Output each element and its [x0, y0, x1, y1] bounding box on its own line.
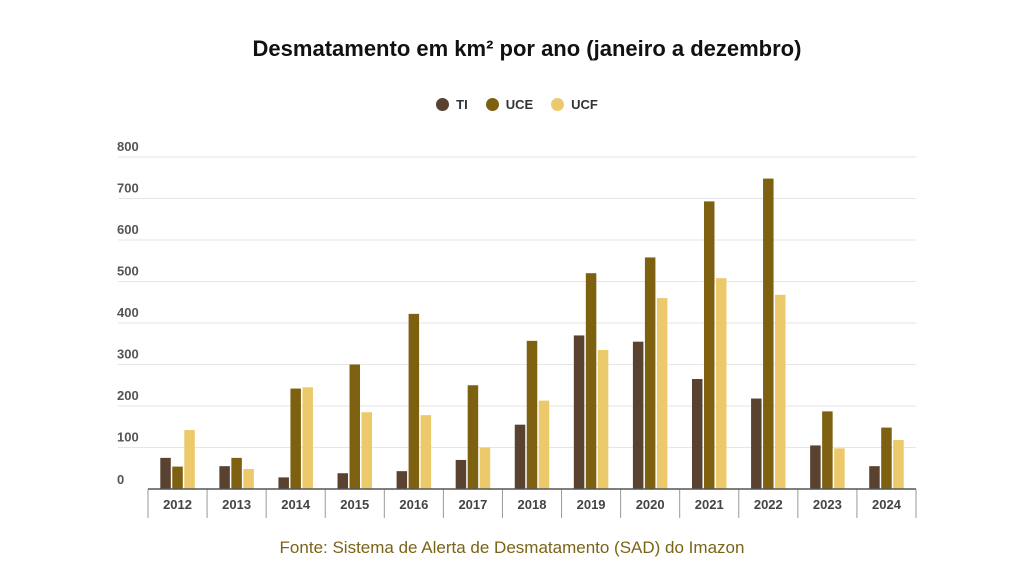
y-tick-label: 200 — [117, 388, 139, 403]
x-tick-label: 2023 — [813, 497, 842, 512]
bar-ti-2019 — [573, 335, 585, 489]
x-tick-label: 2018 — [518, 497, 547, 512]
bar-ucf-2012 — [184, 430, 195, 489]
bar-uce-2012 — [172, 466, 183, 489]
bar-ucf-2013 — [243, 469, 254, 489]
bar-uce-2022 — [763, 178, 774, 489]
x-tick-label: 2024 — [872, 497, 902, 512]
y-tick-label: 700 — [117, 181, 139, 196]
y-tick-label: 300 — [117, 347, 139, 362]
bar-ti-2020 — [632, 341, 644, 489]
bar-ucf-2024 — [893, 440, 904, 489]
bar-uce-2023 — [822, 411, 833, 489]
source-note: Fonte: Sistema de Alerta de Desmatamento… — [279, 538, 745, 557]
bar-uce-2020 — [644, 257, 656, 489]
bar-ucf-2023 — [834, 448, 845, 489]
bar-uce-2016 — [408, 313, 420, 489]
bar-ucf-2018 — [538, 400, 550, 489]
x-tick-label: 2019 — [577, 497, 606, 512]
bar-ucf-2022 — [775, 294, 786, 489]
x-tick-label: 2015 — [340, 497, 369, 512]
legend-swatch-uce — [485, 98, 499, 111]
bar-ucf-2021 — [715, 278, 727, 489]
bar-ucf-2019 — [597, 349, 609, 489]
bar-uce-2019 — [585, 273, 597, 489]
legend-swatch-ti — [436, 98, 450, 111]
bar-ti-2023 — [810, 445, 821, 489]
legend-swatch-ucf — [551, 98, 565, 111]
bar-ti-2016 — [396, 471, 408, 489]
bar-uce-2015 — [349, 364, 361, 489]
bar-ti-2012 — [160, 457, 171, 489]
x-tick-label: 2014 — [281, 497, 311, 512]
bar-ti-2015 — [337, 473, 349, 489]
legend-label-ti: TI — [456, 97, 468, 112]
y-tick-label: 500 — [117, 264, 139, 279]
x-tick-label: 2017 — [458, 497, 487, 512]
legend-item-ti: TI — [436, 97, 468, 112]
bar-ti-2024 — [869, 466, 880, 489]
bar-ti-2014 — [278, 477, 289, 489]
legend-label-ucf: UCF — [571, 97, 598, 112]
bar-ti-2017 — [455, 459, 467, 489]
bar-ti-2013 — [219, 466, 230, 489]
bar-uce-2013 — [231, 457, 242, 489]
bar-uce-2021 — [703, 201, 715, 489]
bar-uce-2024 — [881, 427, 892, 489]
legend-item-ucf: UCF — [551, 97, 598, 112]
x-tick-label: 2013 — [222, 497, 251, 512]
bar-ucf-2014 — [302, 387, 313, 489]
bar-ucf-2020 — [656, 298, 668, 489]
bar-ti-2018 — [514, 424, 526, 489]
legend-item-uce: UCE — [485, 97, 534, 112]
y-tick-label: 0 — [117, 472, 124, 487]
legend-label-uce: UCE — [505, 97, 534, 112]
x-tick-label: 2022 — [754, 497, 783, 512]
x-tick-label: 2020 — [636, 497, 665, 512]
x-tick-label: 2021 — [695, 497, 724, 512]
legend: TI UCE UCF — [0, 97, 1024, 112]
bar-ucf-2016 — [420, 415, 432, 489]
y-tick-label: 600 — [117, 222, 139, 237]
bar-uce-2014 — [290, 388, 301, 489]
bar-ucf-2017 — [479, 447, 491, 489]
bar-uce-2018 — [526, 340, 538, 489]
bar-uce-2017 — [467, 385, 479, 489]
bar-ti-2021 — [691, 379, 703, 489]
y-tick-label: 800 — [117, 139, 139, 154]
x-tick-label: 2012 — [163, 497, 192, 512]
y-tick-label: 100 — [117, 430, 139, 445]
y-tick-label: 400 — [117, 305, 139, 320]
x-tick-label: 2016 — [399, 497, 428, 512]
chart-title: Desmatamento em km² por ano (janeiro a d… — [252, 36, 802, 61]
bar-ti-2022 — [751, 398, 762, 489]
bar-ucf-2015 — [361, 412, 373, 489]
